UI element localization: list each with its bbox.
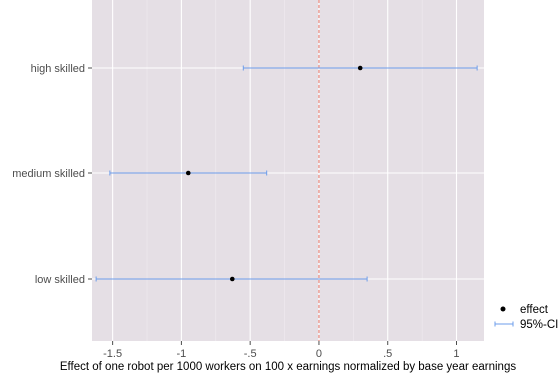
x-tick-label: -1.5 (103, 348, 122, 360)
x-tick-label: 0 (316, 348, 322, 360)
effect-point (185, 170, 191, 176)
legend-ci-label: 95%-CI (520, 319, 558, 331)
y-tick-label: low skilled (35, 274, 85, 286)
x-tick-label: 1 (453, 348, 459, 360)
effect-point (229, 276, 235, 282)
x-tick-label: -.5 (244, 348, 257, 360)
legend-effect-label: effect (520, 304, 549, 316)
plot-panel (92, 0, 484, 341)
x-axis-title: Effect of one robot per 1000 workers on … (60, 361, 516, 373)
effect-point (357, 65, 363, 71)
legend: effect 95%-CI (494, 304, 558, 331)
y-tick-label: high skilled (31, 63, 85, 75)
legend-effect-marker (500, 306, 506, 312)
y-tick-label: medium skilled (12, 168, 85, 180)
x-axis: -1.5 -1 -.5 0 .5 1 (103, 341, 460, 360)
y-axis: high skilled medium skilled low skilled (12, 63, 92, 286)
x-tick-label: -1 (177, 348, 187, 360)
x-tick-label: .5 (383, 348, 392, 360)
effect-points (185, 65, 363, 282)
